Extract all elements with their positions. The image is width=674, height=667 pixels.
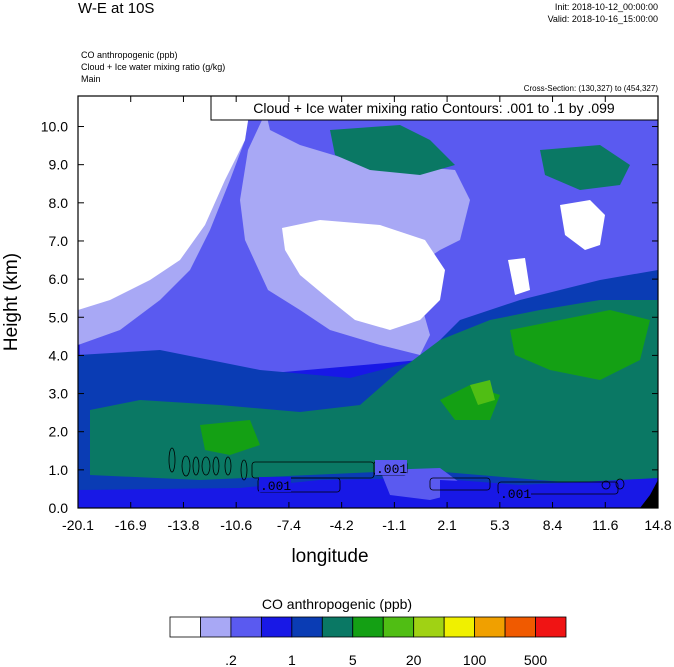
cloud-contours — [168, 447, 625, 495]
contour-label-box — [259, 477, 291, 492]
contour-label: .001 — [260, 479, 291, 494]
colorbar-label: 100 — [463, 652, 487, 667]
y-tick-label: 4.0 — [49, 347, 69, 363]
x-axis: -20.1 -16.9 -13.8 -10.6 -7.4 -4.2 -1.1 2.1 5.3 8.… — [62, 96, 672, 533]
contour-label: .001 — [376, 462, 407, 477]
colorbar-swatch — [260, 616, 293, 638]
contour-label-box — [499, 485, 531, 500]
contour-labels: .001 .001 .001 — [259, 460, 531, 502]
x-tick-label: -4.2 — [330, 517, 354, 533]
x-tick-label: -16.9 — [115, 517, 147, 533]
field-white-cloud-right — [560, 200, 605, 250]
field-white-upper — [78, 96, 252, 310]
y-tick-label: 0.0 — [49, 500, 69, 516]
y-tick-label: 10.0 — [41, 119, 68, 135]
field-lightgreen — [470, 380, 495, 405]
x-tick-label: -13.8 — [167, 517, 199, 533]
colorbar-swatch — [352, 616, 384, 638]
field-white-cloud — [282, 220, 445, 330]
colorbar-swatch — [169, 616, 201, 638]
colorbar-label: 20 — [406, 652, 422, 667]
colorbar-swatch — [230, 616, 262, 638]
contour-label: .001 — [500, 487, 531, 502]
colorbar-title: CO anthropogenic (ppb) — [261, 596, 413, 612]
contour-info-text: Cloud + Ice water mixing ratio Contours:… — [253, 100, 615, 116]
x-tick-label: -1.1 — [382, 517, 406, 533]
colorbar-swatch — [200, 616, 232, 638]
colorbar-swatch — [443, 616, 476, 638]
contour-info-box: Cloud + Ice water mixing ratio Contours:… — [210, 95, 659, 121]
field-green-2 — [200, 420, 260, 455]
subtitle-field-2: Cloud + Ice water mixing ratio (g/kg) — [81, 62, 226, 72]
field-white-cloud-small — [508, 258, 530, 295]
y-tick-label: 6.0 — [49, 271, 69, 287]
colorbar-label: .2 — [225, 652, 237, 667]
colorbar-swatch — [413, 616, 445, 638]
colorbar-swatch — [291, 616, 323, 638]
colorbar-swatch — [504, 616, 536, 638]
x-tick-label: 14.8 — [644, 517, 671, 533]
init-time: Init: 2018-10-12_00:00:00 — [554, 2, 658, 12]
colorbar-swatch — [535, 616, 567, 638]
plot-frame — [77, 95, 659, 509]
colorbar: .2 1 5 20 100 500 — [169, 616, 567, 667]
y-axis: 0.0 1.0 2.0 3.0 4.0 5.0 6.0 7.0 8.0 9.0 10.0 — [41, 119, 658, 516]
x-tick-label: 11.6 — [592, 517, 618, 533]
subtitle-field-1: CO anthropogenic (ppb) — [81, 50, 178, 60]
y-axis-label: Height (km) — [1, 253, 22, 351]
colorbar-label: 5 — [349, 652, 357, 667]
x-tick-label: -7.4 — [277, 517, 301, 533]
x-axis-label: longitude — [291, 546, 368, 567]
cross-section-label: Cross-Section: (130,327) to (454,327) — [523, 84, 658, 93]
y-tick-label: 1.0 — [49, 462, 69, 478]
colorbar-label: 500 — [524, 652, 548, 667]
y-tick-label: 3.0 — [49, 386, 69, 402]
y-tick-label: 5.0 — [49, 309, 69, 325]
field-teal-upper — [330, 125, 455, 175]
colorbar-label: 1 — [288, 652, 296, 667]
field-teal-upper-right — [540, 145, 630, 190]
x-tick-label: 8.4 — [543, 517, 563, 533]
y-tick-label: 2.0 — [49, 424, 69, 440]
filled-field — [78, 96, 658, 508]
x-tick-label: -20.1 — [62, 517, 94, 533]
y-tick-label: 7.0 — [49, 233, 69, 249]
colorbar-swatch — [474, 616, 506, 638]
colorbar-swatch — [382, 616, 415, 638]
x-tick-label: 2.1 — [437, 517, 457, 533]
subtitle-field-3: Main — [81, 74, 101, 84]
contour-label-box — [375, 460, 407, 475]
field-green-1 — [510, 310, 650, 380]
valid-time: Valid: 2018-10-16_15:00:00 — [547, 14, 658, 24]
colorbar-swatch — [321, 616, 354, 638]
x-tick-label: 5.3 — [490, 517, 510, 533]
plot-title: W-E at 10S — [78, 0, 155, 17]
y-tick-label: 8.0 — [49, 195, 69, 211]
y-tick-label: 9.0 — [49, 157, 69, 173]
x-tick-label: -10.6 — [220, 517, 252, 533]
terrain — [640, 480, 658, 508]
